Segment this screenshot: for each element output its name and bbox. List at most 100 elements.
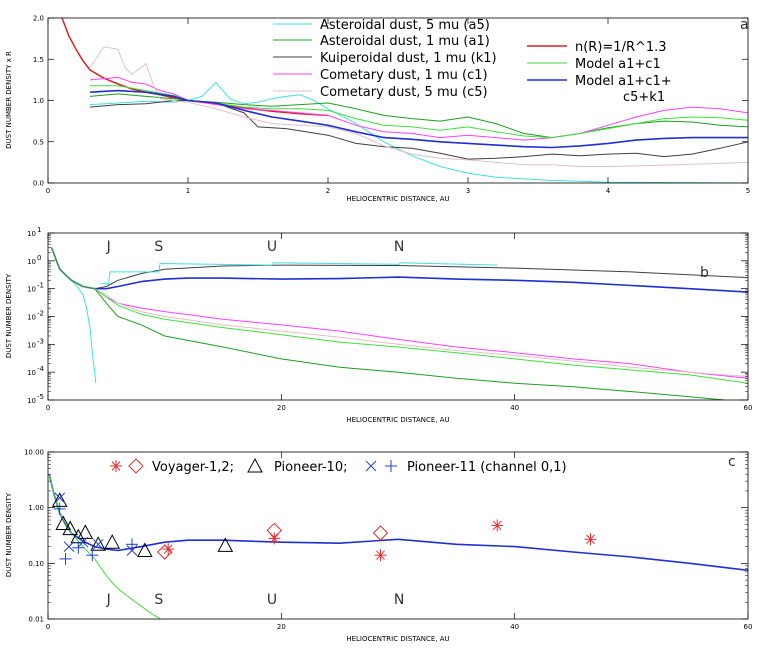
series-a5-step xyxy=(100,262,498,285)
panel-c-xlabel: HELIOCENTRIC DISTANCE, AU xyxy=(346,635,449,643)
series-model-ac xyxy=(51,247,748,384)
planet-label-u: U xyxy=(267,239,277,255)
point-pioneer11-x-3 xyxy=(92,538,104,550)
point-voyager-diamond-2 xyxy=(372,525,389,541)
point-pioneer11-plus-1 xyxy=(59,552,72,565)
y-tick-exponent: -4 xyxy=(37,365,45,373)
y-tick-label: 10 xyxy=(27,230,36,238)
legend-item-model-all: Model a1+c1+ c5+k1 xyxy=(527,74,672,105)
y-tick-label: 1.0 xyxy=(33,97,44,105)
y-tick-exponent: -3 xyxy=(37,337,44,345)
x-tick-label: 60 xyxy=(744,404,753,412)
x-tick-label: 0 xyxy=(46,404,50,412)
y-tick-exponent: -5 xyxy=(37,393,44,401)
planet-label-s: S xyxy=(154,592,163,608)
legend-pioneer10-triangle-icon xyxy=(247,457,263,473)
y-tick-label: 1.5 xyxy=(33,56,44,64)
point-pioneer10-triangle-6 xyxy=(104,534,121,549)
panel-c: 0 20 40 60 10.00 1.00 0.10 0.01 J S U N c HELIOCEN… xyxy=(5,449,752,644)
panel-b-xlabel: HELIOCENTRIC DISTANCE, AU xyxy=(346,416,449,424)
planet-label-j: J xyxy=(106,239,111,255)
legend-pioneer11-plus-icon xyxy=(385,460,397,472)
point-voyager-star-4 xyxy=(584,533,597,546)
x-tick-label: 60 xyxy=(744,623,753,631)
point-pioneer11-x-0 xyxy=(54,492,66,504)
x-tick-label: 20 xyxy=(277,623,286,631)
planet-label-n: N xyxy=(394,592,404,608)
y-tick-exponent: 0 xyxy=(37,254,41,262)
x-tick-label: 0 xyxy=(46,623,50,631)
series-a1 xyxy=(51,247,725,400)
legend-voyager-label: Voyager-1,2; xyxy=(152,460,234,475)
legend-voyager-star-icon xyxy=(110,460,122,472)
panel-b-letter: b xyxy=(700,265,709,281)
y-tick-label: 10 xyxy=(27,314,36,322)
point-voyager-diamond-0 xyxy=(156,544,173,560)
y-tick-label: 10 xyxy=(27,341,36,349)
planet-label-j: J xyxy=(106,592,111,608)
x-tick-label: 1 xyxy=(186,187,190,195)
series-c1 xyxy=(51,247,748,379)
legend-item-model-ac: Model a1+c1 xyxy=(527,57,661,72)
panel-a-xlabel: HELIOCENTRIC DISTANCE, AU xyxy=(346,195,449,203)
panel-a-ylabel: DUST NUMBER DENSITY x R xyxy=(5,51,13,149)
legend-item-a5: Asteroidal dust, 5 mu (a5) xyxy=(273,18,490,33)
planet-label-s: S xyxy=(154,239,163,255)
legend-label-a5: Asteroidal dust, 5 mu (a5) xyxy=(320,18,490,33)
x-tick-label: 40 xyxy=(510,623,519,631)
x-tick-label: 5 xyxy=(746,187,750,195)
point-pioneer10-triangle-5 xyxy=(90,536,107,551)
legend-voyager-diamond-icon xyxy=(128,458,144,474)
y-tick-label: 10 xyxy=(27,286,36,294)
legend-label-model-all-line2: c5+k1 xyxy=(623,90,665,105)
series-a5 xyxy=(51,247,97,384)
panel-b-ylabel: DUST NUMBER DENSITY xyxy=(5,273,13,358)
x-tick-label: 2 xyxy=(326,187,330,195)
legend-item-a1: Asteroidal dust, 1 mu (a1) xyxy=(273,34,490,49)
panel-c-letter: c xyxy=(728,454,736,470)
y-tick-exponent: -1 xyxy=(37,282,44,290)
legend-pioneer10-label: Pioneer-10; xyxy=(274,460,347,475)
point-pioneer11-plus-4 xyxy=(126,538,138,551)
x-tick-label: 3 xyxy=(466,187,470,195)
point-voyager-star-1 xyxy=(268,532,281,545)
legend-item-c5: Cometary dust, 5 mu (c5) xyxy=(273,85,488,100)
legend-label-k1: Kuiperoidal dust, 1 mu (k1) xyxy=(320,51,497,66)
y-tick-label: 1.00 xyxy=(28,504,44,512)
series-c5 xyxy=(89,46,748,167)
legend-label-a1: Asteroidal dust, 1 mu (a1) xyxy=(320,34,490,49)
legend-label-model-all: Model a1+c1+ xyxy=(575,74,672,89)
point-pioneer11-plus-2 xyxy=(72,541,85,554)
y-tick-exponent: -2 xyxy=(37,310,44,318)
point-voyager-star-2 xyxy=(374,549,387,562)
y-tick-label: 0.01 xyxy=(28,616,44,624)
y-tick-label: 0.10 xyxy=(28,560,44,568)
legend-label-power: n(R)=1/R^1.3 xyxy=(575,40,667,55)
legend-pioneer11-x-icon xyxy=(365,460,377,472)
point-pioneer11-plus-0 xyxy=(53,502,66,515)
y-tick-exponent: 1 xyxy=(37,226,41,234)
y-tick-label: 0.0 xyxy=(33,180,44,188)
point-pioneer11-plus-3 xyxy=(86,549,99,562)
x-tick-label: 20 xyxy=(277,404,286,412)
legend-pioneer11-label: Pioneer-11 (channel 0,1) xyxy=(407,460,567,475)
series-a5 xyxy=(89,81,748,183)
y-tick-label: 10 xyxy=(27,397,36,405)
legend-c: Voyager-1,2; Pioneer-10; Pioneer-11 (cha… xyxy=(110,457,567,475)
panel-a: 0 1 2 3 4 5 0.0 0.5 1.0 1.5 2.0 a HELIOCENTRIC DIS… xyxy=(5,15,750,204)
point-pioneer11-x-1 xyxy=(63,541,75,552)
legend-item-k1: Kuiperoidal dust, 1 mu (k1) xyxy=(273,51,497,66)
legend-label-model-ac: Model a1+c1 xyxy=(575,57,661,72)
x-tick-label: 40 xyxy=(510,404,519,412)
series-model-all xyxy=(89,89,748,149)
legend-label-c5: Cometary dust, 5 mu (c5) xyxy=(320,85,488,100)
point-pioneer11-x-2 xyxy=(77,536,89,548)
y-tick-label: 10.00 xyxy=(24,449,44,457)
point-voyager-star-3 xyxy=(491,519,504,532)
point-pioneer10-triangle-1 xyxy=(55,515,72,530)
point-pioneer10-triangle-2 xyxy=(62,520,79,536)
panel-a-letter: a xyxy=(740,17,749,33)
legend-label-c1: Cometary dust, 1 mu (c1) xyxy=(320,68,488,83)
